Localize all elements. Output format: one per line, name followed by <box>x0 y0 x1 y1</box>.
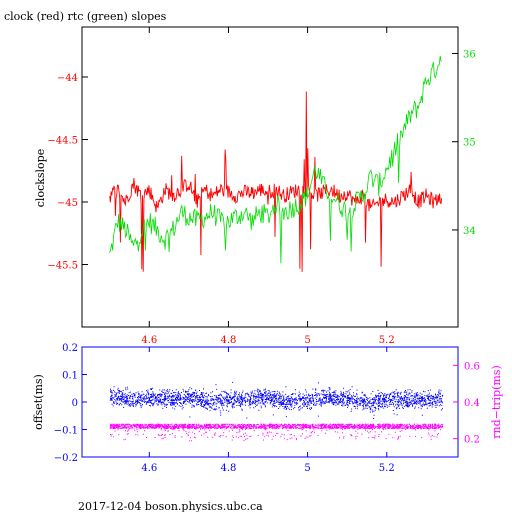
top-ytick-label: −45.5 <box>47 261 78 272</box>
top-xtick-label: 4.8 <box>220 335 236 346</box>
top-xtick-label: 5.2 <box>379 335 395 346</box>
green-series-path <box>109 55 442 264</box>
bottom-ytick-label: −0.2 <box>54 453 78 464</box>
bottom-ytick-label: 0.1 <box>62 371 78 382</box>
offset-points <box>109 381 444 419</box>
bottom-xtick-label: 4.8 <box>220 463 236 474</box>
bottom-ylabel: offset(ms) <box>32 374 45 430</box>
green-series-line <box>109 55 442 264</box>
bottom-y2tick-label: 0.2 <box>464 435 480 446</box>
top-panel: 4.6 4.8 5 5.2 −44 −44.5 −45 −45.5 34 35 36 clocksl… <box>34 26 476 346</box>
bottom-xtick-label: 5.2 <box>379 463 395 474</box>
top-frame <box>81 26 459 328</box>
top-ylabel: clockslope <box>34 149 47 207</box>
bottom-panel: 4.6 4.8 5 5.2 0.2 0.1 0 −0.1 −0.2 0.6 0.4 0.2 offse… <box>32 343 503 474</box>
red-series-line <box>109 91 443 272</box>
bottom-xtick-label: 4.6 <box>141 463 157 474</box>
top-axis-ticks: 4.6 4.8 5 5.2 −44 −44.5 −45 −45.5 34 35 36 <box>47 27 476 346</box>
top-ytick-label: −44 <box>57 73 78 84</box>
bottom-axis-ticks: 4.6 4.8 5 5.2 0.2 0.1 0 −0.1 −0.2 0.6 0.4 0.2 <box>54 343 480 474</box>
bottom-xtick-label: 5 <box>304 463 310 474</box>
bottom-y2label: rnd−trip(ms) <box>490 365 503 439</box>
footer-text: 2017-12-04 boson.physics.ubc.ca <box>78 500 263 512</box>
bottom-ytick-label: 0.2 <box>62 343 78 354</box>
roundtrip-scatter <box>109 423 444 442</box>
top-xtick-label: 4.6 <box>141 335 157 346</box>
bottom-ytick-label: 0 <box>72 398 78 409</box>
offset-scatter <box>109 381 444 419</box>
top-y2tick-label: 36 <box>463 49 476 60</box>
top-y2tick-label: 35 <box>463 138 476 149</box>
bottom-y2tick-label: 0.4 <box>464 398 480 409</box>
top-y2tick-label: 34 <box>463 226 476 237</box>
roundtrip-points <box>109 423 444 442</box>
top-ytick-label: −45 <box>57 198 78 209</box>
bottom-y2tick-label: 0.6 <box>464 361 480 372</box>
red-series-path <box>109 91 443 272</box>
top-xtick-label: 5 <box>304 335 310 346</box>
chart-title: clock (red) rtc (green) slopes <box>4 10 167 23</box>
bottom-ytick-label: −0.1 <box>54 426 78 437</box>
top-ytick-label: −44.5 <box>47 136 78 147</box>
